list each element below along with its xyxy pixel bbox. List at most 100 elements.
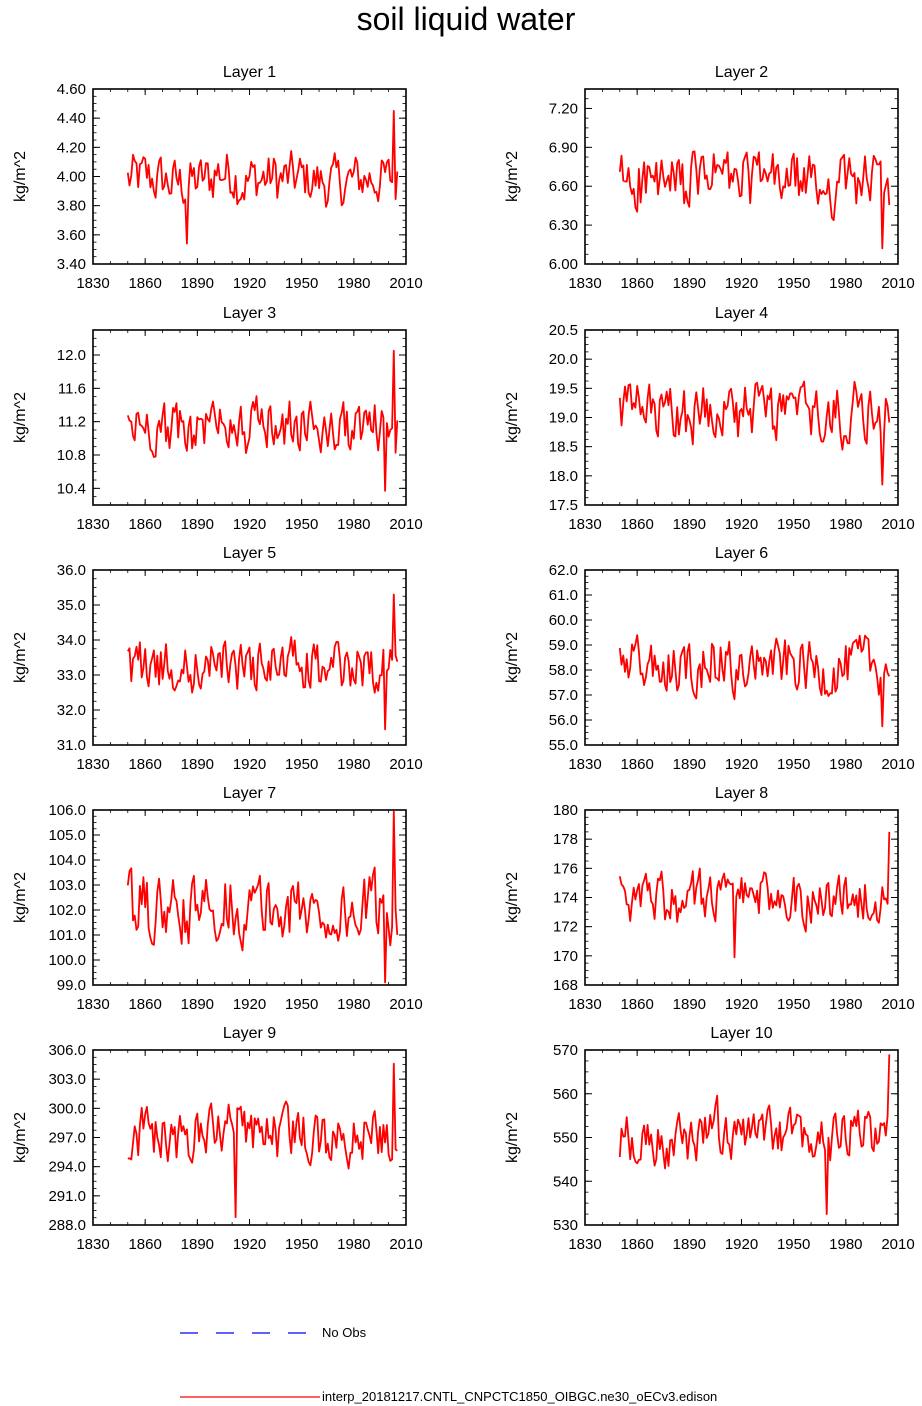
y-tick-label: 36.0 <box>57 562 86 579</box>
y-tick-label: 101.0 <box>48 927 86 944</box>
y-tick-label: 530 <box>553 1217 578 1234</box>
x-tick-label: 2010 <box>389 516 422 533</box>
x-tick-label: 2010 <box>389 756 422 773</box>
y-tick-label: 33.0 <box>57 667 86 684</box>
panel-title: Layer 5 <box>223 545 276 562</box>
y-axis-label: kg/m^2 <box>504 872 521 923</box>
y-tick-label: 19.5 <box>549 380 578 397</box>
x-tick-label: 1980 <box>337 1236 370 1253</box>
y-tick-label: 4.40 <box>57 110 86 127</box>
x-tick-label: 1890 <box>673 1236 706 1253</box>
series-line-layer-9 <box>127 1062 398 1219</box>
y-axis-label: kg/m^2 <box>12 1112 29 1163</box>
x-tick-label: 1950 <box>285 516 318 533</box>
x-tick-label: 1860 <box>128 1236 161 1253</box>
y-tick-label: 6.30 <box>549 217 578 234</box>
x-tick-label: 1860 <box>128 275 161 292</box>
x-tick-label: 1950 <box>285 996 318 1013</box>
x-tick-label: 1860 <box>128 996 161 1013</box>
y-tick-label: 104.0 <box>48 852 86 869</box>
panels: Layer 1 kg/m^2 1830 1860 1890 1920 1950 1980 201… <box>12 64 915 1253</box>
y-tick-label: 105.0 <box>48 827 86 844</box>
legend-label-no-obs: No Obs <box>322 1325 367 1340</box>
x-tick-label: 1950 <box>777 996 810 1013</box>
y-tick-label: 55.0 <box>549 737 578 754</box>
x-tick-label: 1980 <box>337 275 370 292</box>
x-tick-label: 1830 <box>76 275 109 292</box>
x-tick-label: 1890 <box>673 275 706 292</box>
series-line-layer-3 <box>126 349 399 492</box>
y-tick-label: 106.0 <box>48 802 86 819</box>
y-tick-label: 60.0 <box>549 612 578 629</box>
x-tick-label: 1950 <box>777 275 810 292</box>
panel-layer-10: Layer 10 kg/m^2 1830 1860 1890 1920 1950 1980 20… <box>504 1025 915 1253</box>
x-tick-label: 1950 <box>285 1236 318 1253</box>
series-line-layer-5 <box>127 593 399 731</box>
x-tick-label: 1980 <box>337 756 370 773</box>
panel-title: Layer 6 <box>715 545 768 562</box>
x-tick-label: 1950 <box>285 756 318 773</box>
x-tick-label: 1830 <box>568 1236 601 1253</box>
y-tick-label: 35.0 <box>57 597 86 614</box>
x-tick-label: 1920 <box>233 756 266 773</box>
y-tick-label: 172 <box>553 919 578 936</box>
panel-layer-6: Layer 6 kg/m^2 1830 1860 1890 1920 1950 1980 201… <box>504 545 915 773</box>
x-tick-label: 1860 <box>620 756 653 773</box>
y-axis-label: kg/m^2 <box>12 632 29 683</box>
x-tick-label: 1830 <box>568 516 601 533</box>
panel-title: Layer 10 <box>710 1025 772 1042</box>
series-line-layer-4 <box>618 380 891 486</box>
series-line-layer-1 <box>126 110 399 245</box>
legend-label-model: interp_20181217.CNTL_CNPCTC1850_OIBGC.ne… <box>322 1389 717 1404</box>
x-tick-label: 2010 <box>881 516 914 533</box>
panel-title: Layer 4 <box>715 305 768 322</box>
y-tick-label: 10.4 <box>57 480 86 497</box>
x-tick-label: 2010 <box>881 1236 914 1253</box>
y-axis-label: kg/m^2 <box>504 151 521 202</box>
y-tick-label: 3.40 <box>57 256 86 273</box>
y-tick-label: 20.0 <box>549 351 578 368</box>
panel-title: Layer 9 <box>223 1025 276 1042</box>
figure-title: soil liquid water <box>357 1 576 37</box>
x-tick-label: 1920 <box>725 756 758 773</box>
x-tick-label: 1860 <box>128 516 161 533</box>
x-tick-label: 1980 <box>829 1236 862 1253</box>
y-tick-label: 178 <box>553 831 578 848</box>
x-tick-label: 1830 <box>568 275 601 292</box>
x-tick-label: 1980 <box>829 996 862 1013</box>
y-tick-label: 12.0 <box>57 347 86 364</box>
y-tick-label: 4.60 <box>57 81 86 98</box>
y-tick-label: 32.0 <box>57 702 86 719</box>
panel-title: Layer 3 <box>223 305 276 322</box>
panel-layer-8: Layer 8 kg/m^2 1830 1860 1890 1920 1950 1980 201… <box>504 785 915 1013</box>
x-tick-label: 1920 <box>233 1236 266 1253</box>
y-axis-label: kg/m^2 <box>12 151 29 202</box>
x-tick-label: 1920 <box>725 996 758 1013</box>
x-tick-label: 1830 <box>76 516 109 533</box>
x-tick-label: 1860 <box>620 516 653 533</box>
y-tick-label: 176 <box>553 860 578 877</box>
panel-layer-3: Layer 3 kg/m^2 1830 1860 1890 1920 1950 1980 201… <box>12 305 423 533</box>
x-tick-label: 1830 <box>568 756 601 773</box>
x-tick-label: 1920 <box>233 275 266 292</box>
y-tick-label: 62.0 <box>549 562 578 579</box>
x-tick-label: 1920 <box>725 1236 758 1253</box>
x-tick-label: 1890 <box>181 756 214 773</box>
x-tick-label: 1890 <box>181 275 214 292</box>
y-tick-label: 7.20 <box>549 100 578 117</box>
panel-title: Layer 1 <box>223 64 276 81</box>
x-tick-label: 1830 <box>568 996 601 1013</box>
x-tick-label: 1890 <box>673 516 706 533</box>
y-tick-label: 6.60 <box>549 178 578 195</box>
x-tick-label: 1890 <box>673 996 706 1013</box>
x-tick-label: 1890 <box>673 756 706 773</box>
y-tick-label: 57.0 <box>549 687 578 704</box>
y-tick-label: 540 <box>553 1173 578 1190</box>
y-tick-label: 300.0 <box>48 1100 86 1117</box>
y-tick-label: 19.0 <box>549 410 578 427</box>
y-tick-label: 4.00 <box>57 169 86 186</box>
y-tick-label: 20.5 <box>549 322 578 339</box>
y-tick-label: 11.6 <box>58 380 86 397</box>
x-tick-label: 2010 <box>881 275 914 292</box>
